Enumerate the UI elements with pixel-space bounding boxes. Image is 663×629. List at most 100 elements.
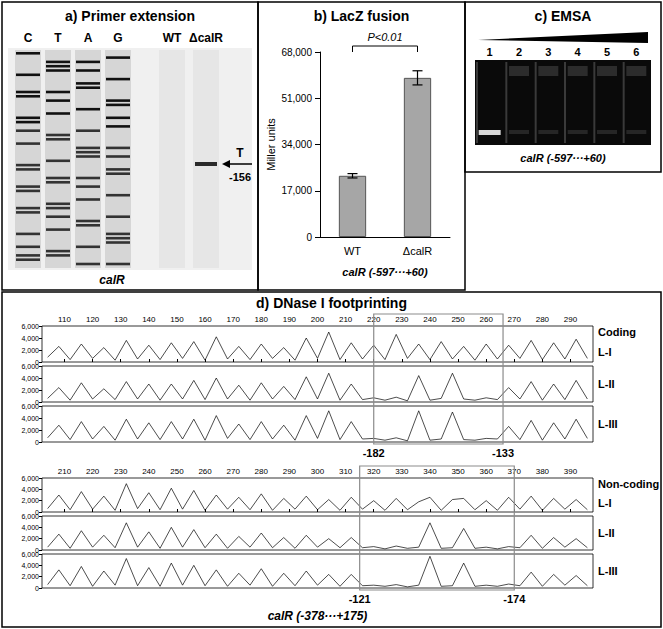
svg-text:-121: -121 — [349, 593, 371, 605]
svg-text:-156: -156 — [229, 171, 251, 183]
svg-text:230: 230 — [114, 467, 128, 476]
svg-text:-133: -133 — [492, 447, 514, 459]
svg-text:280: 280 — [536, 315, 550, 324]
svg-text:4: 4 — [575, 46, 582, 58]
svg-text:-174: -174 — [503, 593, 526, 605]
svg-text:6,000: 6,000 — [21, 513, 39, 520]
svg-text:calR (-597···+60): calR (-597···+60) — [342, 266, 428, 278]
svg-text:170: 170 — [226, 315, 240, 324]
svg-text:290: 290 — [564, 315, 578, 324]
svg-text:2,000: 2,000 — [21, 387, 39, 394]
svg-text:T: T — [54, 31, 62, 45]
svg-text:L-II: L-II — [598, 527, 615, 539]
svg-text:180: 180 — [255, 315, 269, 324]
svg-text:230: 230 — [395, 315, 409, 324]
svg-text:360: 360 — [479, 467, 493, 476]
svg-text:300: 300 — [311, 467, 325, 476]
svg-text:190: 190 — [283, 315, 297, 324]
svg-text:4,000: 4,000 — [21, 375, 39, 382]
svg-text:C: C — [24, 31, 33, 45]
svg-text:G: G — [113, 31, 122, 45]
svg-text:d) DNase I footprinting: d) DNase I footprinting — [256, 295, 407, 311]
svg-text:380: 380 — [536, 467, 550, 476]
svg-text:0: 0 — [306, 232, 312, 243]
svg-text:220: 220 — [86, 467, 100, 476]
svg-text:ΔcalR: ΔcalR — [189, 31, 223, 45]
svg-text:6,000: 6,000 — [21, 403, 39, 410]
svg-text:120: 120 — [86, 315, 100, 324]
svg-text:ΔcalR: ΔcalR — [403, 245, 432, 257]
svg-text:6,000: 6,000 — [21, 551, 39, 558]
svg-text:130: 130 — [114, 315, 128, 324]
svg-text:270: 270 — [226, 467, 240, 476]
svg-text:210: 210 — [58, 467, 72, 476]
svg-text:calR (-597···+60): calR (-597···+60) — [520, 152, 606, 164]
svg-text:2,000: 2,000 — [21, 573, 39, 580]
svg-text:4,000: 4,000 — [21, 524, 39, 531]
svg-text:51,000: 51,000 — [281, 93, 312, 104]
svg-text:6: 6 — [633, 46, 639, 58]
svg-text:350: 350 — [451, 467, 465, 476]
svg-text:-182: -182 — [363, 447, 385, 459]
svg-text:140: 140 — [142, 315, 156, 324]
svg-text:c) EMSA: c) EMSA — [535, 8, 592, 24]
svg-text:1: 1 — [487, 46, 493, 58]
svg-text:260: 260 — [479, 315, 493, 324]
svg-text:4,000: 4,000 — [21, 486, 39, 493]
svg-text:260: 260 — [198, 467, 212, 476]
svg-text:0: 0 — [35, 439, 39, 446]
svg-text:68,000: 68,000 — [281, 47, 312, 58]
svg-text:2,000: 2,000 — [21, 427, 39, 434]
svg-text:17,000: 17,000 — [281, 185, 312, 196]
svg-text:L-III: L-III — [598, 418, 618, 430]
svg-text:6,000: 6,000 — [21, 323, 39, 330]
svg-text:240: 240 — [142, 467, 156, 476]
svg-text:calR: calR — [99, 273, 125, 287]
svg-text:340: 340 — [423, 467, 437, 476]
svg-text:210: 210 — [339, 315, 353, 324]
svg-text:320: 320 — [367, 467, 381, 476]
svg-text:2,000: 2,000 — [21, 347, 39, 354]
svg-text:34,000: 34,000 — [281, 139, 312, 150]
svg-text:270: 270 — [508, 315, 522, 324]
svg-text:L-I: L-I — [598, 497, 611, 509]
svg-text:L-I: L-I — [598, 346, 611, 358]
svg-text:250: 250 — [451, 315, 465, 324]
svg-text:4,000: 4,000 — [21, 335, 39, 342]
svg-text:5: 5 — [604, 46, 610, 58]
svg-text:P<0.01: P<0.01 — [367, 31, 402, 43]
svg-text:110: 110 — [58, 315, 71, 324]
svg-text:150: 150 — [170, 315, 184, 324]
svg-text:6,000: 6,000 — [21, 363, 39, 370]
svg-text:WT: WT — [344, 245, 361, 257]
svg-text:b) LacZ fusion: b) LacZ fusion — [314, 8, 410, 24]
svg-text:T: T — [236, 146, 244, 160]
svg-text:3: 3 — [545, 46, 551, 58]
svg-text:310: 310 — [339, 467, 353, 476]
svg-text:0: 0 — [35, 585, 39, 592]
svg-text:Non-coding: Non-coding — [598, 478, 659, 490]
svg-text:Miller units: Miller units — [265, 118, 277, 171]
svg-text:390: 390 — [564, 467, 578, 476]
svg-text:250: 250 — [170, 467, 184, 476]
svg-text:280: 280 — [255, 467, 269, 476]
svg-text:calR (-378···+175): calR (-378···+175) — [268, 609, 368, 623]
svg-text:6,000: 6,000 — [21, 475, 39, 482]
svg-text:L-II: L-II — [598, 378, 615, 390]
svg-text:4,000: 4,000 — [21, 415, 39, 422]
svg-text:330: 330 — [395, 467, 409, 476]
svg-text:WT: WT — [163, 31, 182, 45]
svg-text:290: 290 — [283, 467, 297, 476]
svg-text:L-III: L-III — [598, 565, 618, 577]
svg-text:2: 2 — [516, 46, 522, 58]
svg-text:4,000: 4,000 — [21, 562, 39, 569]
svg-text:2,000: 2,000 — [21, 535, 39, 542]
svg-text:2,000: 2,000 — [21, 497, 39, 504]
svg-text:220: 220 — [367, 314, 381, 324]
svg-text:200: 200 — [311, 315, 325, 324]
svg-text:A: A — [84, 31, 93, 45]
svg-text:a) Primer extension: a) Primer extension — [65, 8, 195, 24]
svg-text:240: 240 — [423, 315, 437, 324]
svg-text:160: 160 — [198, 315, 212, 324]
svg-text:Coding: Coding — [598, 326, 636, 338]
